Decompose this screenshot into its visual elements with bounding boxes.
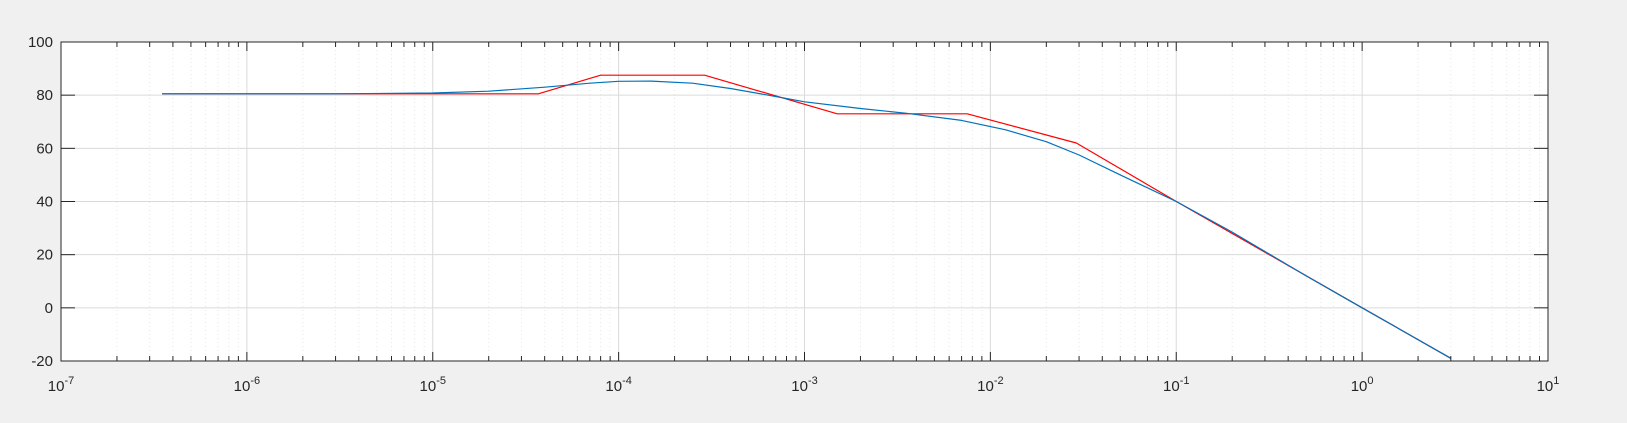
- x-tick-label: 10-6: [234, 375, 260, 395]
- x-tick-labels: 10-7 10-6 10-5 10-4 10-3 10-2 10-1 100 101: [48, 375, 1560, 395]
- y-tick-label: 0: [45, 300, 53, 317]
- y-tick-label: 20: [36, 247, 53, 264]
- x-tick-label: 10-1: [1163, 375, 1189, 395]
- series-line-exact: [162, 80, 1452, 359]
- y-tick-label: 80: [36, 87, 53, 104]
- x-tick-label: 10-2: [977, 375, 1003, 395]
- y-tick-label: 100: [28, 34, 53, 51]
- y-tick-label: 60: [36, 140, 53, 157]
- x-tick-label: 101: [1537, 375, 1560, 395]
- x-tick-label: 100: [1351, 375, 1374, 395]
- y-tick-label: -20: [31, 353, 53, 370]
- plot-series: [162, 74, 1452, 359]
- x-tick-label: 10-4: [605, 375, 631, 395]
- x-tick-label: 10-3: [791, 375, 817, 395]
- tick-marks: [60, 41, 1549, 362]
- x-tick-label: 10-7: [48, 375, 74, 395]
- x-tick-label: 10-5: [420, 375, 446, 395]
- y-tick-label: 40: [36, 194, 53, 211]
- y-tick-labels: -20 0 20 40 60 80 100: [28, 34, 53, 370]
